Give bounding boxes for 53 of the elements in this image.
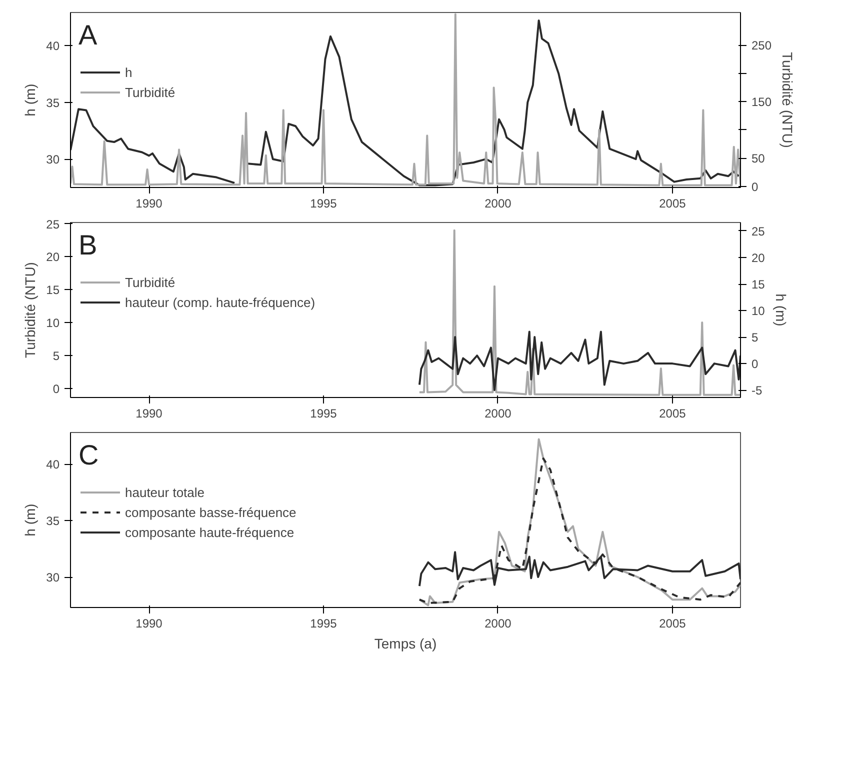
x-tick-label: 2005 xyxy=(659,406,686,420)
y-tick-label: 5 xyxy=(52,348,60,363)
chart-title: C xyxy=(78,440,99,470)
y-tick-label: 15 xyxy=(46,283,60,298)
y2-tick-label: 10 xyxy=(752,304,766,318)
x-tick-label: 1990 xyxy=(136,196,163,210)
line-series xyxy=(418,330,740,392)
y-tick-label: 20 xyxy=(46,250,60,264)
x-tick-label: 2000 xyxy=(484,406,512,420)
x-tick-label: 1995 xyxy=(310,406,338,420)
y2-tick-label: -5 xyxy=(752,384,762,398)
x-axis-title: Temps (a) xyxy=(374,636,437,652)
y2-axis-title: Turbidité (NTU) xyxy=(780,52,796,148)
x-tick-label: 2005 xyxy=(659,616,686,630)
y-tick-label: 30 xyxy=(46,570,60,585)
x-tick-label: 2000 xyxy=(484,616,512,630)
line-series xyxy=(418,229,740,396)
y-tick-label: 40 xyxy=(46,38,60,53)
legend-label: hauteur totale xyxy=(125,484,205,500)
legend-label: hauteur (comp. haute-fréquence) xyxy=(125,294,316,310)
y-tick-label: 35 xyxy=(46,514,60,528)
y-tick-label: 0 xyxy=(52,382,60,396)
y2-tick-label: 0 xyxy=(752,180,758,194)
y-tick-label: 35 xyxy=(46,96,60,110)
y2-tick-label: 0 xyxy=(752,357,758,372)
y2-tick-label: 50 xyxy=(752,152,766,166)
x-tick-label: 1995 xyxy=(310,616,338,630)
y-tick-label: 40 xyxy=(46,458,60,472)
legend-label: Turbidité xyxy=(125,84,176,100)
y2-tick-label: 5 xyxy=(752,330,758,345)
x-tick-label: 2005 xyxy=(659,196,686,210)
y-axis-title: h (m) xyxy=(22,504,38,536)
y-tick-label: 25 xyxy=(46,217,60,232)
legend-label: h xyxy=(125,64,134,80)
chart-title: A xyxy=(78,20,98,50)
y2-tick-label: 20 xyxy=(752,251,766,265)
y2-tick-label: 25 xyxy=(752,224,766,238)
y2-tick-label: 150 xyxy=(752,95,772,110)
y-axis-title: h (m) xyxy=(22,84,38,116)
y2-tick-label: 15 xyxy=(752,278,766,292)
x-tick-label: 1995 xyxy=(310,196,338,210)
x-tick-label: 2000 xyxy=(484,196,512,210)
x-tick-label: 1990 xyxy=(136,406,163,420)
y-tick-label: 30 xyxy=(46,152,60,167)
y-tick-label: 10 xyxy=(46,316,60,330)
legend-label: Turbidité xyxy=(125,274,176,290)
x-tick-label: 1990 xyxy=(136,616,163,630)
y2-tick-label: 250 xyxy=(752,38,772,53)
y2-axis-title: h (m) xyxy=(772,294,789,326)
y-axis-title: Turbidité (NTU) xyxy=(22,262,38,358)
legend-label: composante haute-fréquence xyxy=(125,524,294,540)
chart-title: B xyxy=(78,230,98,260)
legend-label: composante basse-fréquence xyxy=(125,504,296,520)
